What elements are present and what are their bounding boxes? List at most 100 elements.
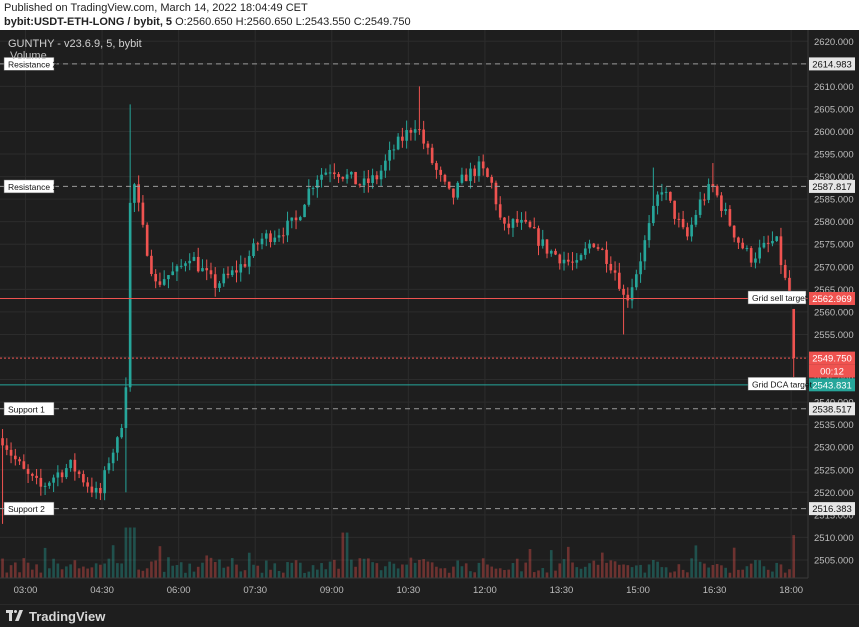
candle-body (413, 129, 417, 133)
volume-bar (35, 564, 38, 578)
candle-body (558, 254, 562, 264)
volume-bar (298, 562, 302, 578)
level-labels: 2614.983 Resistance 2 2587.817 Resistance 1… (3, 57, 855, 516)
volume-bar (213, 562, 217, 578)
candle-body (298, 217, 302, 221)
candle-body (171, 271, 175, 276)
candle-body (22, 461, 26, 469)
volume-bar (673, 571, 676, 578)
level-name-tag (3, 402, 55, 416)
volume-bar (452, 566, 455, 578)
volume-bar (294, 560, 298, 578)
volume-bar (600, 552, 604, 578)
volume-bar (226, 566, 230, 578)
x-tick-label: 10:30 (396, 585, 420, 596)
candle-body (588, 243, 591, 249)
volume-bar (435, 566, 438, 578)
y-tick-label: 2525.000 (814, 465, 854, 476)
time-axis[interactable]: 03:00 04:30 06:00 07:30 09:00 10:30 12:00 13:30… (14, 585, 803, 596)
candle-body (566, 259, 570, 262)
volume-bar (273, 563, 277, 578)
volume-bar (532, 572, 536, 578)
candle-body (52, 477, 55, 483)
volume-bar (758, 560, 761, 578)
symbol-name: bybit:USDT-ETH-LONG / bybit, 5 (4, 16, 173, 28)
volume-bar (511, 563, 515, 578)
volume-bar (82, 566, 85, 578)
volume-bar (60, 569, 64, 578)
volume-bar (749, 563, 753, 578)
volume-bar (690, 558, 693, 578)
volume-bar (686, 572, 689, 578)
footer-bar: TradingView (0, 604, 859, 627)
volume-bar (94, 563, 98, 578)
volume-bar (5, 572, 9, 578)
y-tick-label: 2595.000 (814, 150, 854, 161)
volume-bar (345, 532, 349, 578)
level-lines (0, 63, 808, 510)
volume-bar (660, 567, 664, 578)
candle-body (247, 256, 251, 267)
level-name-tag (747, 290, 807, 305)
x-tick-label: 16:30 (703, 585, 727, 596)
volume-bar (154, 560, 157, 578)
volume-bar (218, 559, 221, 578)
candle-body (643, 240, 647, 262)
volume-bar (26, 562, 30, 578)
candle-body (758, 247, 761, 259)
volume-bar (549, 550, 553, 578)
candle-body (294, 217, 298, 221)
candle-body (239, 264, 243, 273)
volume-bar (494, 568, 498, 578)
candle-body (371, 175, 374, 184)
candle-body (99, 487, 102, 494)
candle-body (77, 471, 81, 475)
candle-body (286, 220, 289, 236)
candle-body (656, 194, 659, 206)
candle-body (188, 260, 192, 264)
volume-bar (707, 567, 710, 578)
level-price-tag (809, 502, 855, 516)
volume-bar (558, 563, 562, 578)
volume-bar (362, 558, 366, 578)
y-tick-label: 2620.000 (814, 37, 854, 48)
volume-bar (371, 562, 374, 578)
candle-body (269, 233, 272, 243)
volume-bar (443, 568, 447, 578)
volume-bar (145, 568, 149, 578)
volume-bar (230, 558, 234, 578)
volume-bar (617, 564, 621, 578)
volume-bar (652, 559, 655, 578)
candle-body (464, 174, 468, 182)
candle-body (328, 172, 332, 174)
volume-bar (375, 563, 379, 578)
chart-area[interactable]: 2505.000 2510.000 2515.000 2520.000 2525.000… (0, 30, 859, 604)
volume-bar (566, 546, 570, 578)
candle-body (460, 174, 464, 183)
volume-bar (86, 568, 89, 578)
x-tick-label: 03:00 (14, 585, 38, 596)
level-price-text: 2587.817 (812, 182, 852, 193)
volume-bar (367, 558, 370, 578)
volume-bar (481, 558, 485, 578)
candle-body (490, 176, 494, 183)
candle-body (626, 294, 630, 301)
candle-body (94, 487, 98, 493)
volume-bar (724, 567, 727, 578)
candle-body (690, 224, 693, 237)
candle-body (145, 224, 149, 256)
candle-body (137, 184, 140, 203)
candle-body (196, 256, 200, 272)
candle-body (609, 263, 613, 271)
volume-bar (277, 570, 281, 578)
volume-bar (43, 547, 47, 578)
candle-body (158, 281, 162, 285)
candle-body (86, 482, 89, 487)
volume-bar (745, 566, 749, 578)
y-tick-label: 2505.000 (814, 555, 854, 566)
volume-bar (137, 569, 140, 578)
volume-bar (775, 562, 779, 578)
candle-body (600, 248, 604, 250)
price-chart[interactable]: 2505.000 2510.000 2515.000 2520.000 2525.000… (0, 30, 859, 604)
volume-bar (201, 562, 204, 578)
